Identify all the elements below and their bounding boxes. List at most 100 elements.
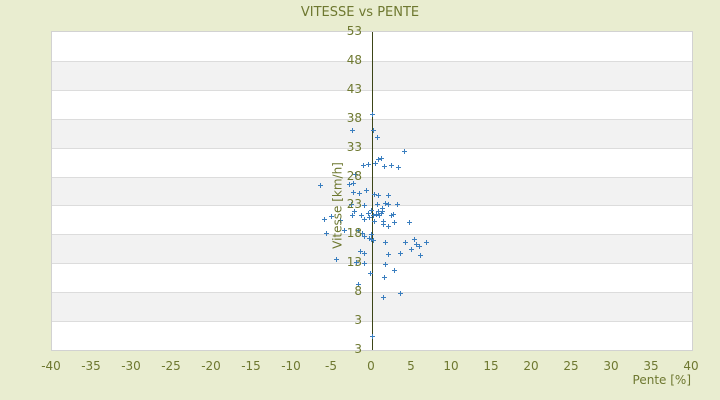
data-point [374, 212, 379, 218]
y-axis-title: Vitesse [km/h] [330, 162, 345, 249]
data-point [377, 212, 383, 218]
data-point [367, 270, 373, 276]
data-point [338, 217, 343, 223]
data-point [376, 193, 382, 199]
data-point [418, 252, 423, 258]
data-point [378, 210, 384, 216]
x-tick-label: -25 [161, 359, 181, 373]
data-point [355, 228, 361, 234]
data-point [350, 180, 356, 186]
y-axis-line [372, 32, 373, 350]
x-axis-title: Pente [%] [632, 373, 691, 387]
data-point [354, 260, 359, 266]
y-tick-label: 43 [346, 81, 362, 96]
data-point [394, 201, 400, 207]
data-point [351, 209, 357, 215]
data-point [372, 219, 378, 225]
data-point [376, 209, 382, 215]
x-tick-label: 30 [603, 359, 619, 373]
data-point [386, 193, 391, 199]
data-point [366, 235, 372, 241]
data-point [406, 220, 412, 226]
data-point [386, 224, 391, 230]
data-point [361, 162, 367, 168]
data-point [380, 205, 386, 211]
data-point [369, 232, 375, 238]
data-point [370, 238, 376, 244]
data-point [398, 291, 403, 297]
data-point [366, 215, 372, 221]
x-tick-label: -10 [281, 359, 301, 373]
data-point [362, 216, 367, 222]
y-tick-label: 23 [346, 197, 362, 212]
data-point [417, 243, 423, 249]
data-point [322, 217, 327, 223]
data-point [359, 231, 365, 237]
data-point [366, 161, 371, 167]
data-point [358, 249, 363, 255]
data-point [402, 239, 408, 245]
x-tick-label: 5 [407, 359, 415, 373]
data-point [392, 220, 398, 226]
data-point [350, 190, 356, 196]
y-tick-label: 13 [346, 255, 362, 270]
data-point [382, 201, 388, 207]
data-point [389, 162, 395, 168]
data-point [412, 236, 418, 242]
data-point [346, 182, 352, 188]
x-tick-label: -5 [325, 359, 337, 373]
data-point [334, 257, 339, 263]
x-tick-label: 20 [523, 359, 539, 373]
data-point [382, 164, 387, 170]
data-point [369, 208, 375, 214]
y-tick-label: 3 [354, 342, 362, 356]
data-point [370, 112, 375, 118]
data-point [392, 268, 398, 274]
data-point [382, 239, 388, 245]
y-tick-label: 48 [346, 52, 362, 67]
data-point [376, 157, 382, 163]
data-point [373, 160, 379, 166]
data-point [389, 212, 395, 218]
y-tick-label: 53 [346, 24, 362, 38]
x-tick-label: -35 [81, 359, 101, 373]
y-tick-label: 33 [346, 139, 362, 154]
data-point [329, 213, 335, 219]
x-tick-label: 0 [367, 359, 375, 373]
data-point [355, 282, 361, 288]
data-point [350, 212, 355, 218]
x-tick-label: 10 [443, 359, 459, 373]
data-point [374, 135, 380, 141]
data-point [381, 219, 387, 225]
data-point [349, 201, 355, 207]
data-point [381, 221, 387, 227]
data-point [342, 228, 347, 234]
data-point [318, 183, 323, 189]
data-point [362, 260, 367, 266]
x-tick-label: 40 [683, 359, 699, 373]
data-point [362, 202, 367, 208]
x-tick-label: 25 [563, 359, 579, 373]
data-point [363, 187, 369, 193]
y-tick-label: 18 [346, 226, 362, 241]
data-point [366, 210, 371, 216]
data-point [362, 251, 367, 257]
data-point [398, 251, 403, 257]
data-point [323, 231, 329, 237]
data-point [414, 242, 419, 248]
x-tick-label: -30 [121, 359, 141, 373]
data-point [402, 149, 407, 155]
data-point [382, 261, 388, 267]
plot-area [51, 31, 693, 351]
data-point [353, 172, 359, 178]
data-point [381, 294, 387, 300]
data-point [358, 212, 364, 218]
data-point [386, 201, 391, 207]
data-point [378, 156, 384, 162]
data-point [424, 239, 430, 245]
x-tick-label: 15 [483, 359, 499, 373]
data-point [382, 275, 387, 281]
data-point [390, 212, 396, 218]
data-point [380, 208, 386, 214]
